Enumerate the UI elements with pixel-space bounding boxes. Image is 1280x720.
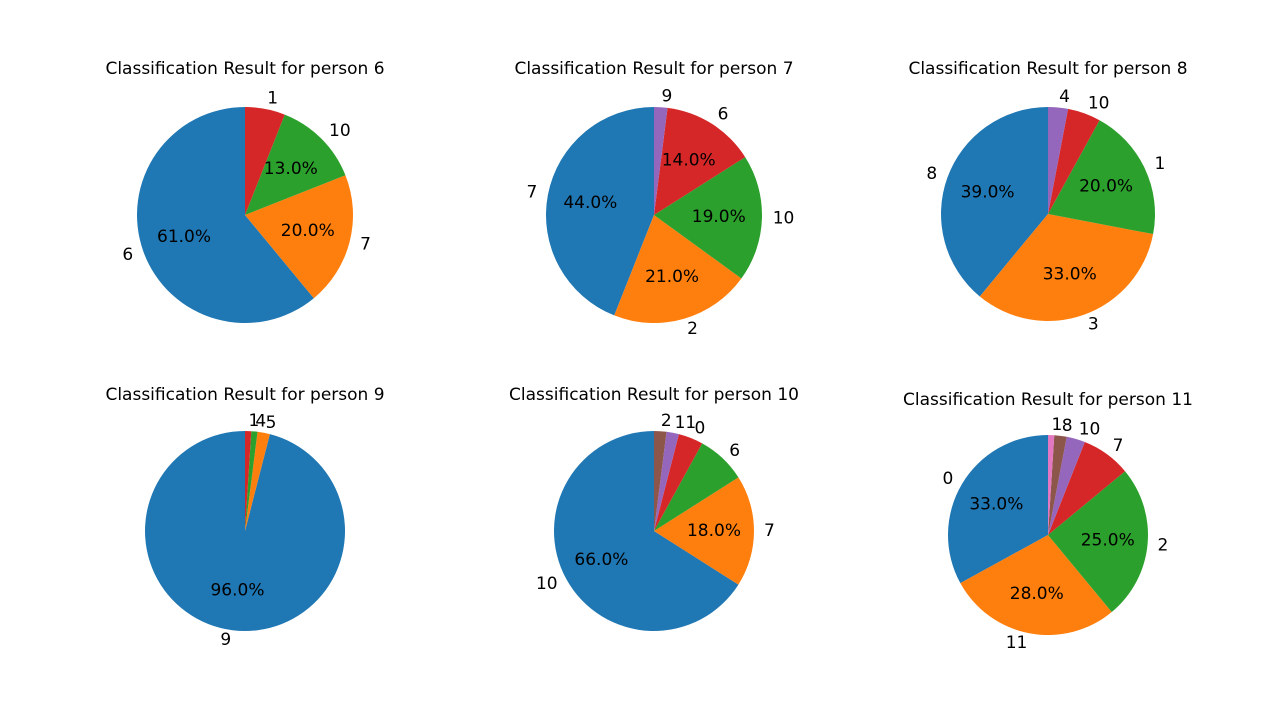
slice-label: 8 — [926, 164, 937, 184]
chart-title: Classification Result for person 10 — [509, 385, 799, 405]
pie-slice-10 — [553, 431, 739, 631]
slice-label: 7 — [526, 183, 537, 203]
chart-title: Classification Result for person 11 — [903, 390, 1193, 410]
slice-percent-label: 25.0% — [1081, 531, 1135, 551]
slice-label: 7 — [1113, 436, 1124, 456]
pie-slice-9 — [145, 431, 346, 631]
pie-slice-7 — [1048, 442, 1126, 535]
pie-slice-4 — [1048, 107, 1069, 214]
pie-slice-0 — [947, 435, 1048, 584]
slice-label: 1 — [1051, 415, 1062, 435]
slice-label: 4 — [255, 411, 266, 431]
slice-percent-label: 39.0% — [961, 182, 1015, 202]
slice-percent-label: 13.0% — [264, 159, 318, 179]
slice-label: 0 — [694, 419, 705, 439]
chart-title: Classification Result for person 9 — [105, 385, 384, 405]
pie-slice-10 — [654, 157, 762, 279]
slice-label: 11 — [675, 413, 697, 433]
chart-title: Classification Result for person 6 — [105, 59, 384, 79]
slice-label: 0 — [942, 469, 953, 489]
pie-slice-10 — [1048, 108, 1100, 214]
slice-label: 6 — [729, 441, 740, 461]
slice-label: 2 — [1158, 535, 1169, 555]
slice-label: 10 — [1079, 419, 1101, 439]
pie-slice-1 — [245, 107, 285, 215]
slice-percent-label: 18.0% — [687, 521, 741, 541]
slice-percent-label: 44.0% — [563, 193, 617, 213]
slice-percent-label: 21.0% — [645, 267, 699, 287]
slice-label: 6 — [122, 245, 133, 265]
pie-slice-11 — [960, 535, 1112, 635]
pie-slice-10 — [245, 114, 346, 215]
slice-label: 8 — [1062, 416, 1073, 436]
pie-slice-6 — [137, 107, 314, 324]
slice-percent-label: 14.0% — [662, 150, 716, 170]
pie-chart-3: Classification Result for person 8 8 39.0%… — [908, 59, 1187, 335]
slice-percent-label: 28.0% — [1010, 584, 1064, 604]
pie-slice-8 — [941, 107, 1048, 297]
slice-percent-label: 33.0% — [1043, 264, 1097, 284]
pie-slice-7 — [654, 477, 754, 585]
pie-slice-10 — [1048, 436, 1085, 535]
pie-slice-1 — [1048, 435, 1055, 535]
pie-chart-2: Classification Result for person 7 7 44.0%… — [514, 59, 794, 339]
pie-slice-7 — [245, 175, 354, 299]
pie-chart-6: Classification Result for person 11 0 33.0… — [903, 390, 1193, 653]
slice-label: 5 — [266, 413, 277, 433]
chart-title: Classification Result for person 7 — [514, 59, 793, 79]
pie-slice-2 — [654, 431, 667, 531]
slice-label: 3 — [1088, 315, 1099, 335]
slice-label: 9 — [661, 86, 672, 106]
slice-label: 10 — [773, 209, 795, 229]
slice-label: 10 — [536, 574, 558, 594]
pie-chart-1: Classification Result for person 6 6 61.0%… — [105, 59, 385, 324]
pie-slice-9 — [654, 107, 668, 215]
pie-slice-2 — [614, 215, 742, 324]
slice-label: 2 — [661, 411, 672, 431]
slice-percent-label: 96.0% — [210, 581, 264, 601]
slice-label: 10 — [329, 121, 351, 141]
pie-slice-11 — [654, 431, 679, 531]
slice-label: 10 — [1088, 93, 1110, 113]
pie-slice-0 — [654, 434, 703, 531]
slice-percent-label: 66.0% — [574, 550, 628, 570]
pie-slice-6 — [654, 107, 746, 215]
slice-label: 7 — [360, 235, 371, 255]
chart-title: Classification Result for person 8 — [908, 59, 1187, 79]
pie-slice-7 — [545, 107, 654, 316]
slice-label: 4 — [1059, 87, 1070, 107]
pie-chart-5: Classification Result for person 10 10 66.… — [509, 385, 799, 631]
pie-slice-6 — [654, 443, 739, 531]
slice-percent-label: 61.0% — [157, 227, 211, 247]
slice-percent-label: 20.0% — [281, 221, 335, 241]
slice-percent-label: 19.0% — [692, 207, 746, 227]
pie-slice-5 — [245, 431, 270, 531]
pie-chart-4: Classification Result for person 9 9 96.0%… — [105, 385, 384, 650]
slice-label: 7 — [764, 521, 775, 541]
slice-label: 6 — [718, 105, 729, 125]
slice-label: 1 — [248, 411, 259, 431]
slice-percent-label: 33.0% — [969, 494, 1023, 514]
slice-label: 1 — [267, 88, 278, 108]
slice-label: 11 — [1006, 633, 1028, 653]
slice-percent-label: 20.0% — [1079, 177, 1133, 197]
pie-slice-3 — [979, 214, 1154, 321]
pie-slice-1 — [245, 431, 252, 531]
slice-label: 1 — [1155, 154, 1166, 174]
slice-label: 2 — [687, 319, 698, 339]
pie-slice-4 — [245, 431, 258, 531]
pie-slice-1 — [1048, 120, 1155, 235]
slice-label: 9 — [220, 630, 231, 650]
pie-slice-2 — [1048, 471, 1148, 613]
pie-slice-8 — [1048, 435, 1067, 535]
